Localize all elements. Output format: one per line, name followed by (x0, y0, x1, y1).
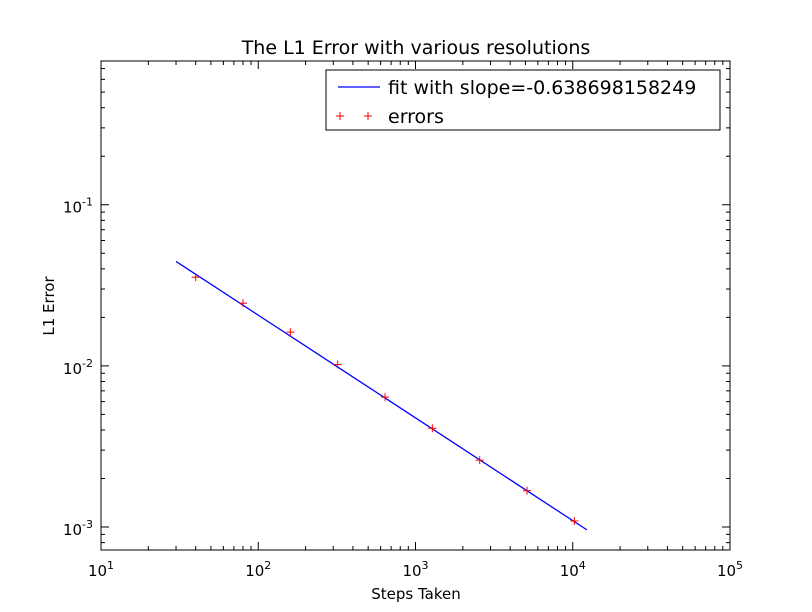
y-axis-label: L1 Error (40, 276, 58, 336)
x-tick-label: 102 (245, 559, 271, 580)
chart-title: The L1 Error with various resolutions (241, 37, 591, 59)
y-tick-label: 10-1 (63, 196, 93, 217)
error-point (239, 299, 248, 308)
y-tick-label: 10-2 (63, 357, 93, 378)
legend: fit with slope=-0.638698158249 errors (325, 69, 721, 131)
error-point (191, 273, 200, 282)
fit-line (175, 260, 588, 531)
error-point (428, 424, 437, 433)
error-point (570, 516, 579, 525)
x-axis-label: Steps Taken (371, 585, 461, 603)
legend-box (325, 69, 721, 131)
x-tick-label: 103 (402, 559, 428, 580)
x-tick-label: 101 (88, 559, 114, 580)
legend-label: errors (388, 106, 444, 128)
error-point (286, 328, 295, 337)
plot-frame (100, 60, 731, 551)
plot-area: 101 102 103 104 105 10-3 10-2 10-1 (63, 60, 743, 580)
y-tick-label: 10-3 (63, 518, 93, 539)
error-point (475, 456, 484, 465)
error-point (333, 360, 342, 369)
error-point (381, 393, 390, 402)
x-tick-label: 105 (717, 559, 743, 580)
error-point (523, 486, 532, 495)
x-tick-label: 104 (560, 559, 586, 580)
legend-label: fit with slope=-0.638698158249 (388, 77, 696, 99)
